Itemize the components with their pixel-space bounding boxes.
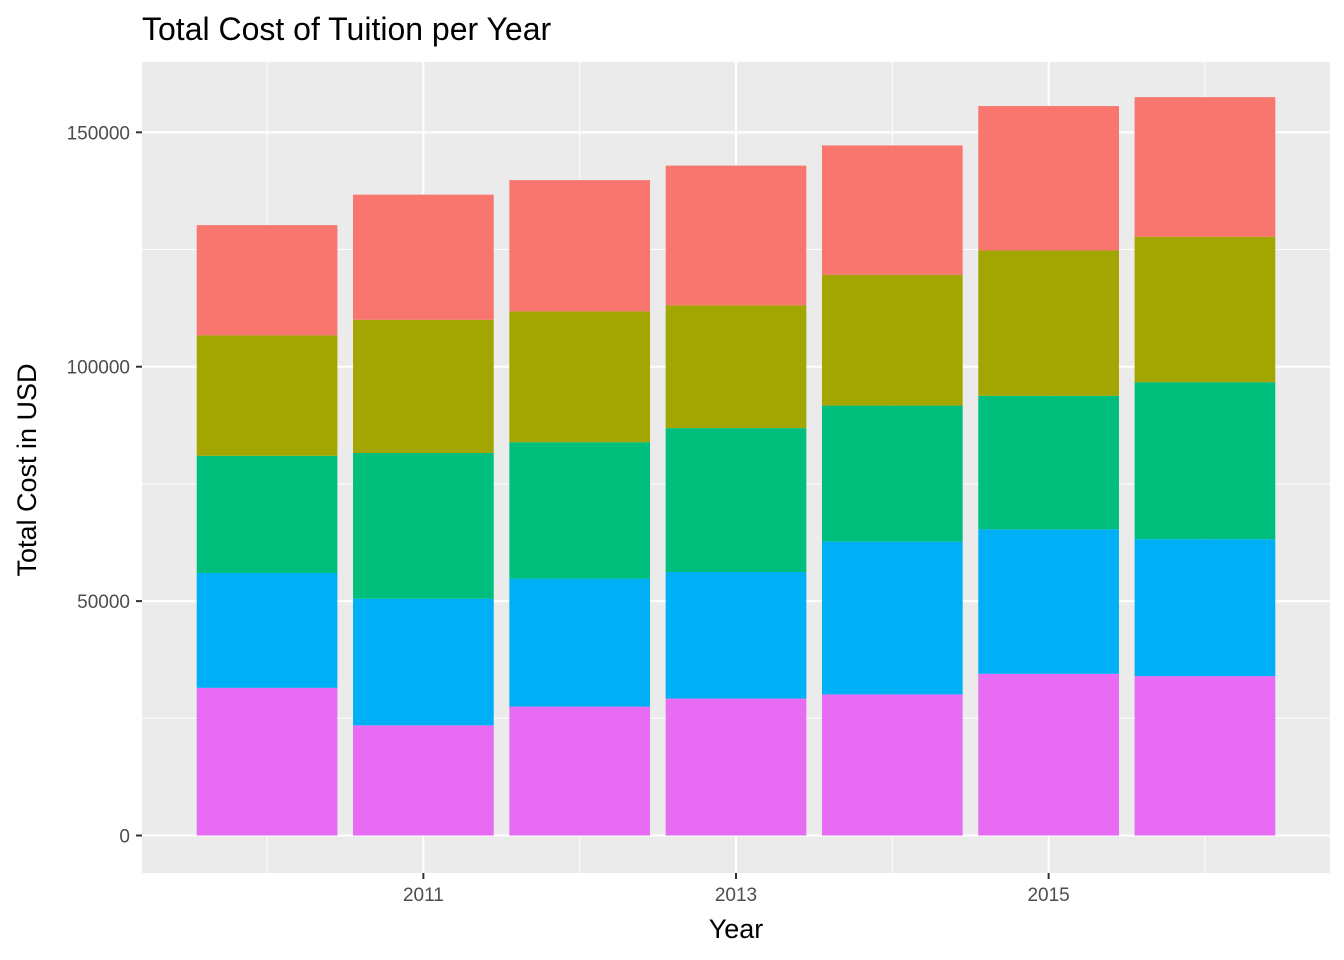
bar-segment (821, 274, 963, 406)
bar-segment (978, 250, 1119, 396)
bar-segment (821, 405, 963, 542)
bar-segment (978, 529, 1119, 674)
bar-segment (196, 335, 338, 456)
bar-segment (978, 673, 1119, 836)
bar-segment (509, 442, 651, 579)
x-tick-label: 2013 (715, 885, 757, 906)
bar-segment (1134, 97, 1276, 237)
bar-segment (196, 687, 338, 836)
x-axis-title: Year (709, 914, 764, 944)
y-tick-label: 0 (119, 826, 130, 847)
chart-title: Total Cost of Tuition per Year (142, 11, 551, 47)
bar-segment (509, 578, 651, 707)
bar-segment (353, 319, 494, 453)
y-tick-label: 100000 (67, 358, 130, 379)
bar-segment (1134, 676, 1276, 836)
x-axis: 2011 2013 2015 (403, 873, 1070, 906)
bar-segment (665, 428, 807, 573)
bar-segment (509, 311, 651, 443)
bar-segment (665, 698, 807, 836)
bar-segment (978, 395, 1119, 530)
bar-segment (821, 145, 963, 275)
bar-segment (821, 541, 963, 695)
bar-segment (353, 725, 494, 836)
bar-segment (196, 572, 338, 688)
bar-segment (353, 452, 494, 599)
y-tick-label: 50000 (77, 592, 130, 613)
bar-segment (665, 165, 807, 306)
x-tick-label: 2015 (1027, 885, 1069, 906)
bar-segment (509, 180, 651, 312)
bar-segment (196, 225, 338, 336)
bar-segment (1134, 539, 1276, 677)
bar-segment (353, 598, 494, 726)
bar-segment (353, 194, 494, 320)
bar-segment (196, 455, 338, 573)
bar-segment (978, 106, 1119, 251)
bar-segment (665, 305, 807, 429)
bar-segment (821, 694, 963, 836)
bar-segment (665, 572, 807, 699)
bar-segment (509, 706, 651, 836)
y-tick-label: 150000 (67, 123, 130, 144)
bar-segment (1134, 382, 1276, 540)
bar-segment (1134, 236, 1276, 383)
y-axis: 0 50000 100000 150000 (67, 123, 142, 847)
x-tick-label: 2011 (403, 885, 444, 906)
bar-stacks (196, 97, 1276, 836)
y-axis-title: Total Cost in USD (12, 363, 42, 576)
